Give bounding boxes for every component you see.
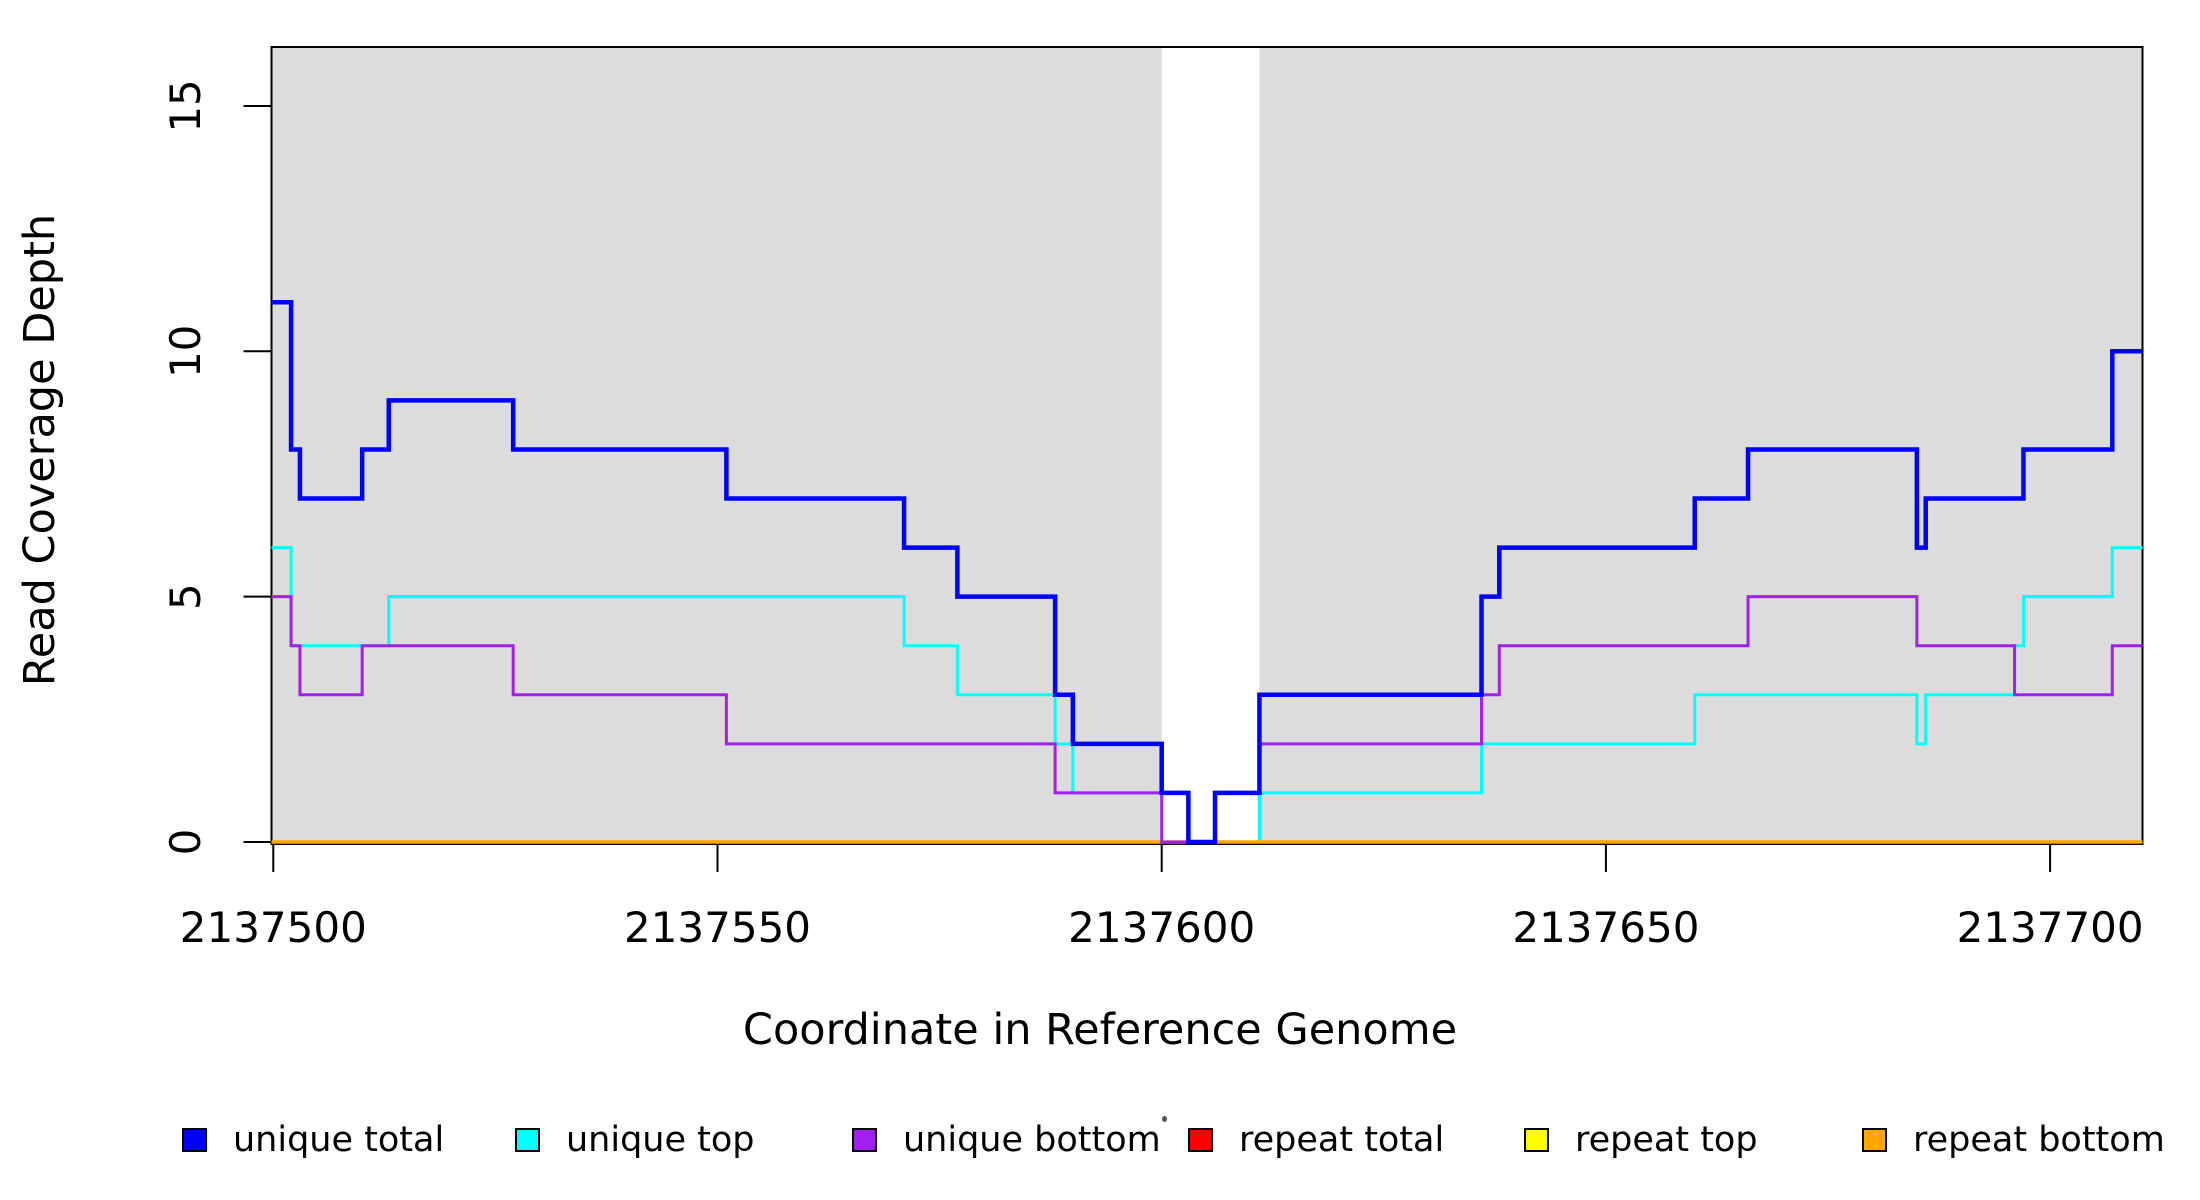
- legend-swatch-unique-bottom: [852, 1128, 877, 1152]
- y-tick-label: 10: [161, 325, 210, 378]
- y-tick-label: 5: [161, 583, 210, 610]
- series-line-unique-total: [271, 299, 2143, 845]
- legend-label: unique total: [233, 1120, 445, 1160]
- legend-swatch-repeat-bottom: [1862, 1128, 1887, 1152]
- legend-item-unique-bottom: unique bottom: [852, 1120, 1161, 1160]
- legend-swatch-repeat-total: [1188, 1128, 1213, 1152]
- legend-item-repeat-top: repeat top: [1524, 1120, 1758, 1160]
- y-tick-label: 0: [161, 829, 210, 856]
- shaded-region: [1259, 47, 2143, 843]
- x-tick-label: 2137550: [624, 903, 811, 952]
- legend-label: repeat total: [1239, 1120, 1445, 1160]
- shaded-region: [271, 47, 1162, 843]
- legend-swatch-unique-total: [182, 1128, 207, 1152]
- legend-item-unique-top: unique top: [515, 1120, 755, 1160]
- legend-label: unique top: [566, 1120, 755, 1160]
- x-tick-label: 2137500: [180, 903, 367, 952]
- legend-item-repeat-total: repeat total: [1188, 1120, 1444, 1160]
- x-tick-label: 2137700: [1957, 903, 2144, 952]
- legend-item-repeat-bottom: repeat bottom: [1862, 1120, 2165, 1160]
- legend-item-unique-total: unique total: [182, 1120, 444, 1160]
- legend-label: unique bottom: [903, 1120, 1161, 1160]
- legend-label: repeat top: [1575, 1120, 1758, 1160]
- legend-label: repeat bottom: [1913, 1120, 2165, 1160]
- x-axis-title: Coordinate in Reference Genome: [742, 1005, 1458, 1055]
- x-tick-label: 2137650: [1512, 903, 1699, 952]
- y-axis-title: Read Coverage Depth: [15, 213, 65, 687]
- legend-swatch-unique-top: [515, 1128, 540, 1152]
- stray-dot: [1162, 1116, 1167, 1122]
- legend-swatch-repeat-top: [1524, 1128, 1549, 1152]
- x-tick-label: 2137600: [1068, 903, 1255, 952]
- y-tick-label: 15: [161, 79, 210, 132]
